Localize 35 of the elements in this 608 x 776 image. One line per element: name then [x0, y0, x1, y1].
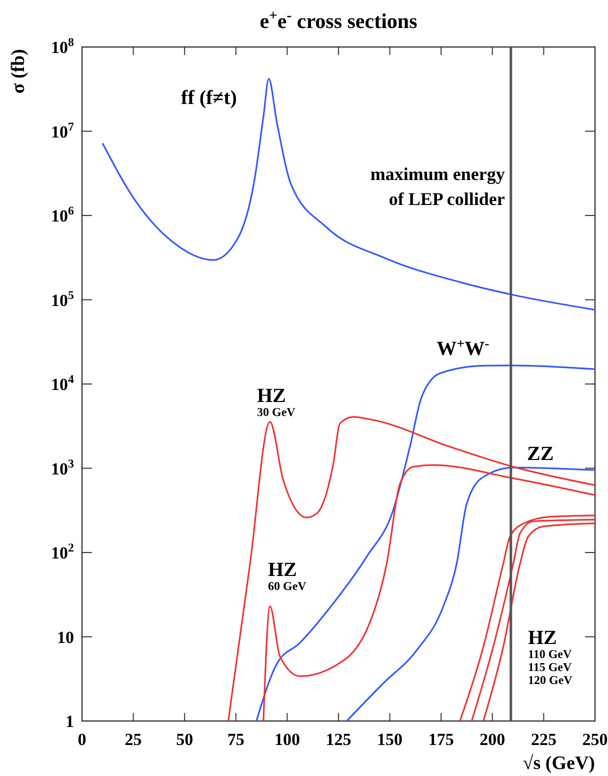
y-tick-label: 10$^{6}$	[51, 204, 74, 226]
x-axis-title: √s (GeV)	[522, 753, 595, 774]
y-axis-title: σ (fb)	[8, 49, 29, 94]
line-series	[262, 464, 595, 721]
x-tick-label: 50	[176, 730, 194, 749]
chart-title: e$^{+}$e$^{-}$ cross sections	[260, 8, 418, 33]
line-series	[102, 78, 595, 311]
series-label: W$^{+}$W$^{-}$	[436, 336, 490, 360]
y-tick-label: 10$^{3}$	[51, 456, 74, 478]
y-tick-label: 10$^{2}$	[51, 540, 74, 562]
series-label: HZ 30 GeV	[257, 385, 296, 419]
x-tick-label: 25	[124, 730, 142, 749]
series-label: ZZ	[527, 443, 554, 465]
x-tick-label: 100	[274, 730, 300, 749]
x-tick-label: 150	[377, 730, 403, 749]
x-tick-label: 200	[480, 730, 506, 749]
annotation: HZ 110 GeV 115 GeV 120 GeV	[528, 627, 573, 687]
y-tick-label: 10	[57, 628, 74, 647]
x-tick-label: 225	[530, 730, 556, 749]
series-label: ff (f≠t)	[181, 87, 237, 109]
x-tick-label: 175	[428, 730, 454, 749]
line-series	[228, 416, 595, 721]
ref-line-label: maximum energy of LEP collider	[370, 164, 505, 209]
x-tick-label: 125	[326, 730, 352, 749]
y-tick-label: 10$^{7}$	[51, 119, 74, 142]
x-tick-label: 0	[78, 730, 86, 749]
y-tick-label: 10$^{8}$	[51, 35, 74, 57]
series-label: HZ 60 GeV	[268, 559, 307, 593]
y-tick-label: 10$^{5}$	[51, 288, 74, 310]
line-series	[256, 364, 595, 721]
x-tick-label: 250	[582, 730, 608, 749]
x-tick-label: 75	[227, 730, 244, 749]
y-tick-label: 10$^{4}$	[51, 372, 74, 394]
line-series	[346, 466, 595, 721]
y-tick-label: 1	[66, 712, 74, 731]
